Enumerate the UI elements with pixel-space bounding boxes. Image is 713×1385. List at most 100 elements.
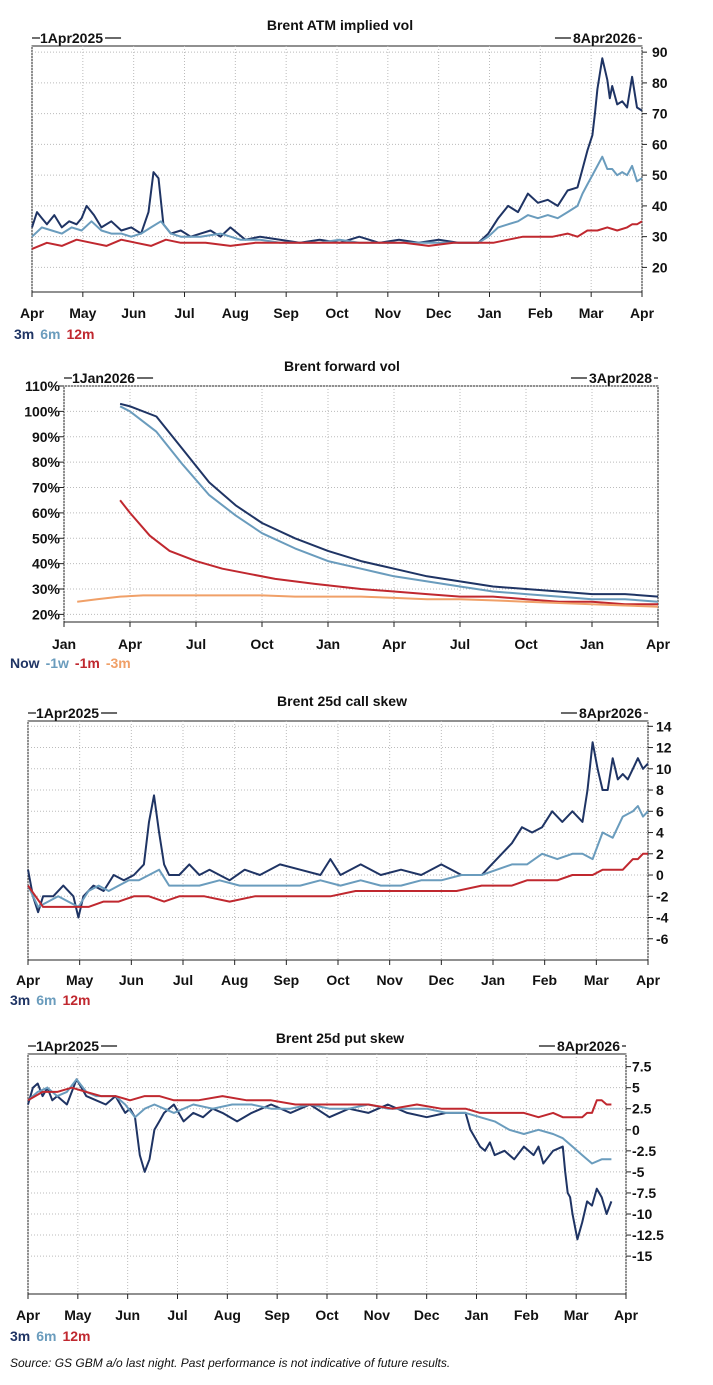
x-tick-label: Apr bbox=[20, 305, 45, 321]
x-tick-label: Jul bbox=[186, 636, 206, 652]
y-tick-label: -4 bbox=[656, 910, 669, 926]
y-tick-label: 8 bbox=[656, 782, 664, 798]
legend-item: 3m bbox=[14, 326, 34, 342]
chart-1: Apr May Jun Jul Aug Sep Oct Nov Dec Jan Feb Mar Apr 9… bbox=[14, 17, 668, 342]
y-tick-label: 2 bbox=[656, 846, 664, 862]
series-line-12m bbox=[31, 220, 643, 250]
y-tick-label: 100% bbox=[24, 403, 60, 419]
x-tick-label: Jan bbox=[464, 1307, 488, 1323]
x-tick-label: Sep bbox=[273, 972, 299, 988]
series-line-12m bbox=[27, 852, 648, 908]
y-tick-label: 90 bbox=[652, 44, 668, 60]
x-tick-label: Oct bbox=[315, 1307, 339, 1323]
date-range-end: 8Apr2026 bbox=[573, 30, 636, 46]
x-tick-label: Mar bbox=[584, 972, 609, 988]
date-range-end: 8Apr2026 bbox=[579, 705, 642, 721]
y-tick-label: 0 bbox=[656, 867, 664, 883]
y-tick-label: 110% bbox=[25, 378, 61, 394]
chart-title: Brent 25d call skew bbox=[277, 693, 407, 709]
x-tick-label: Apr bbox=[118, 636, 143, 652]
x-tick-label: Jan bbox=[316, 636, 340, 652]
x-tick-label: Feb bbox=[528, 305, 553, 321]
x-tick-label: Jan bbox=[52, 636, 76, 652]
date-range-start: 1Apr2025 bbox=[40, 30, 103, 46]
x-tick-label: May bbox=[69, 305, 96, 321]
y-tick-label: 50 bbox=[652, 167, 668, 183]
y-tick-label: 70% bbox=[32, 480, 61, 496]
x-tick-label: May bbox=[64, 1307, 91, 1323]
x-tick-label: Apr bbox=[646, 636, 671, 652]
x-tick-label: Jul bbox=[173, 972, 193, 988]
y-tick-label: -12.5 bbox=[632, 1227, 664, 1243]
x-tick-label: Oct bbox=[514, 636, 538, 652]
chart-title: Brent forward vol bbox=[284, 358, 400, 374]
chart-title: Brent ATM implied vol bbox=[267, 17, 413, 33]
y-tick-label: -2 bbox=[656, 888, 669, 904]
y-tick-label: 14 bbox=[656, 718, 672, 734]
series-line-3m bbox=[77, 594, 659, 608]
x-tick-label: Jan bbox=[580, 636, 604, 652]
chart-2: Jan Apr Jul Oct Jan Apr Jul Oct Jan Apr 110% 100% 90… bbox=[10, 358, 671, 671]
x-tick-label: Jan bbox=[481, 972, 505, 988]
x-tick-label: Aug bbox=[214, 1307, 241, 1323]
y-tick-label: -15 bbox=[632, 1248, 652, 1264]
y-tick-label: 7.5 bbox=[632, 1059, 652, 1075]
y-tick-label: 5 bbox=[632, 1080, 640, 1096]
x-tick-label: Mar bbox=[564, 1307, 589, 1323]
x-tick-label: Apr bbox=[16, 1307, 41, 1323]
x-tick-label: Jun bbox=[121, 305, 146, 321]
y-tick-label: 30 bbox=[652, 229, 668, 245]
series-line-6m bbox=[27, 1078, 612, 1165]
y-tick-label: 20 bbox=[652, 259, 668, 275]
legend-item: 12m bbox=[66, 326, 94, 342]
chart-3: Apr May Jun Jul Aug Sep Oct Nov Dec Jan Feb Mar Apr 1… bbox=[10, 693, 672, 1008]
x-tick-label: Nov bbox=[376, 972, 403, 988]
series-line-1m bbox=[119, 499, 658, 606]
series-line-1w bbox=[119, 405, 659, 603]
y-tick-label: -5 bbox=[632, 1164, 645, 1180]
date-range-start: 1Apr2025 bbox=[36, 705, 99, 721]
y-tick-label: 2.5 bbox=[632, 1101, 652, 1117]
y-tick-label: 30% bbox=[32, 581, 61, 597]
source-note: Source: GS GBM a/o last night. Past perf… bbox=[10, 1356, 451, 1370]
legend-item: 6m bbox=[36, 992, 56, 1008]
x-tick-label: Oct bbox=[250, 636, 274, 652]
y-tick-label: -10 bbox=[632, 1206, 652, 1222]
y-tick-label: 80 bbox=[652, 75, 668, 91]
series-line-3m bbox=[27, 1078, 613, 1241]
x-tick-label: Jan bbox=[477, 305, 501, 321]
y-tick-label: 40% bbox=[32, 556, 61, 572]
x-tick-label: Jul bbox=[167, 1307, 187, 1323]
x-tick-label: Aug bbox=[221, 972, 248, 988]
y-tick-label: 80% bbox=[32, 454, 61, 470]
y-tick-label: 4 bbox=[656, 825, 664, 841]
x-tick-label: Sep bbox=[273, 305, 299, 321]
y-tick-label: 20% bbox=[32, 606, 61, 622]
x-tick-label: Nov bbox=[375, 305, 402, 321]
x-tick-label: Jul bbox=[450, 636, 470, 652]
x-tick-label: Oct bbox=[326, 972, 350, 988]
x-tick-label: Apr bbox=[382, 636, 407, 652]
plot-frame bbox=[63, 385, 659, 623]
series-line-Now bbox=[119, 402, 659, 598]
series-line-12m bbox=[27, 1086, 612, 1119]
x-tick-label: Mar bbox=[579, 305, 604, 321]
x-tick-label: Nov bbox=[364, 1307, 391, 1323]
y-tick-label: 0 bbox=[632, 1122, 640, 1138]
date-range-end: 8Apr2026 bbox=[557, 1038, 620, 1054]
chart-title: Brent 25d put skew bbox=[276, 1030, 404, 1046]
y-tick-label: 60 bbox=[652, 136, 668, 152]
series-line-3m bbox=[27, 741, 649, 919]
legend-item: 6m bbox=[40, 326, 60, 342]
x-tick-label: Jun bbox=[115, 1307, 140, 1323]
x-tick-label: Apr bbox=[636, 972, 661, 988]
plot-frame bbox=[27, 720, 649, 961]
x-tick-label: Dec bbox=[414, 1307, 440, 1323]
y-tick-label: 10 bbox=[656, 761, 672, 777]
legend-item: 3m bbox=[10, 992, 30, 1008]
legend-item: 12m bbox=[62, 992, 90, 1008]
x-tick-label: Jun bbox=[119, 972, 144, 988]
legend-item: -1w bbox=[46, 655, 69, 671]
y-tick-label: 40 bbox=[652, 198, 668, 214]
